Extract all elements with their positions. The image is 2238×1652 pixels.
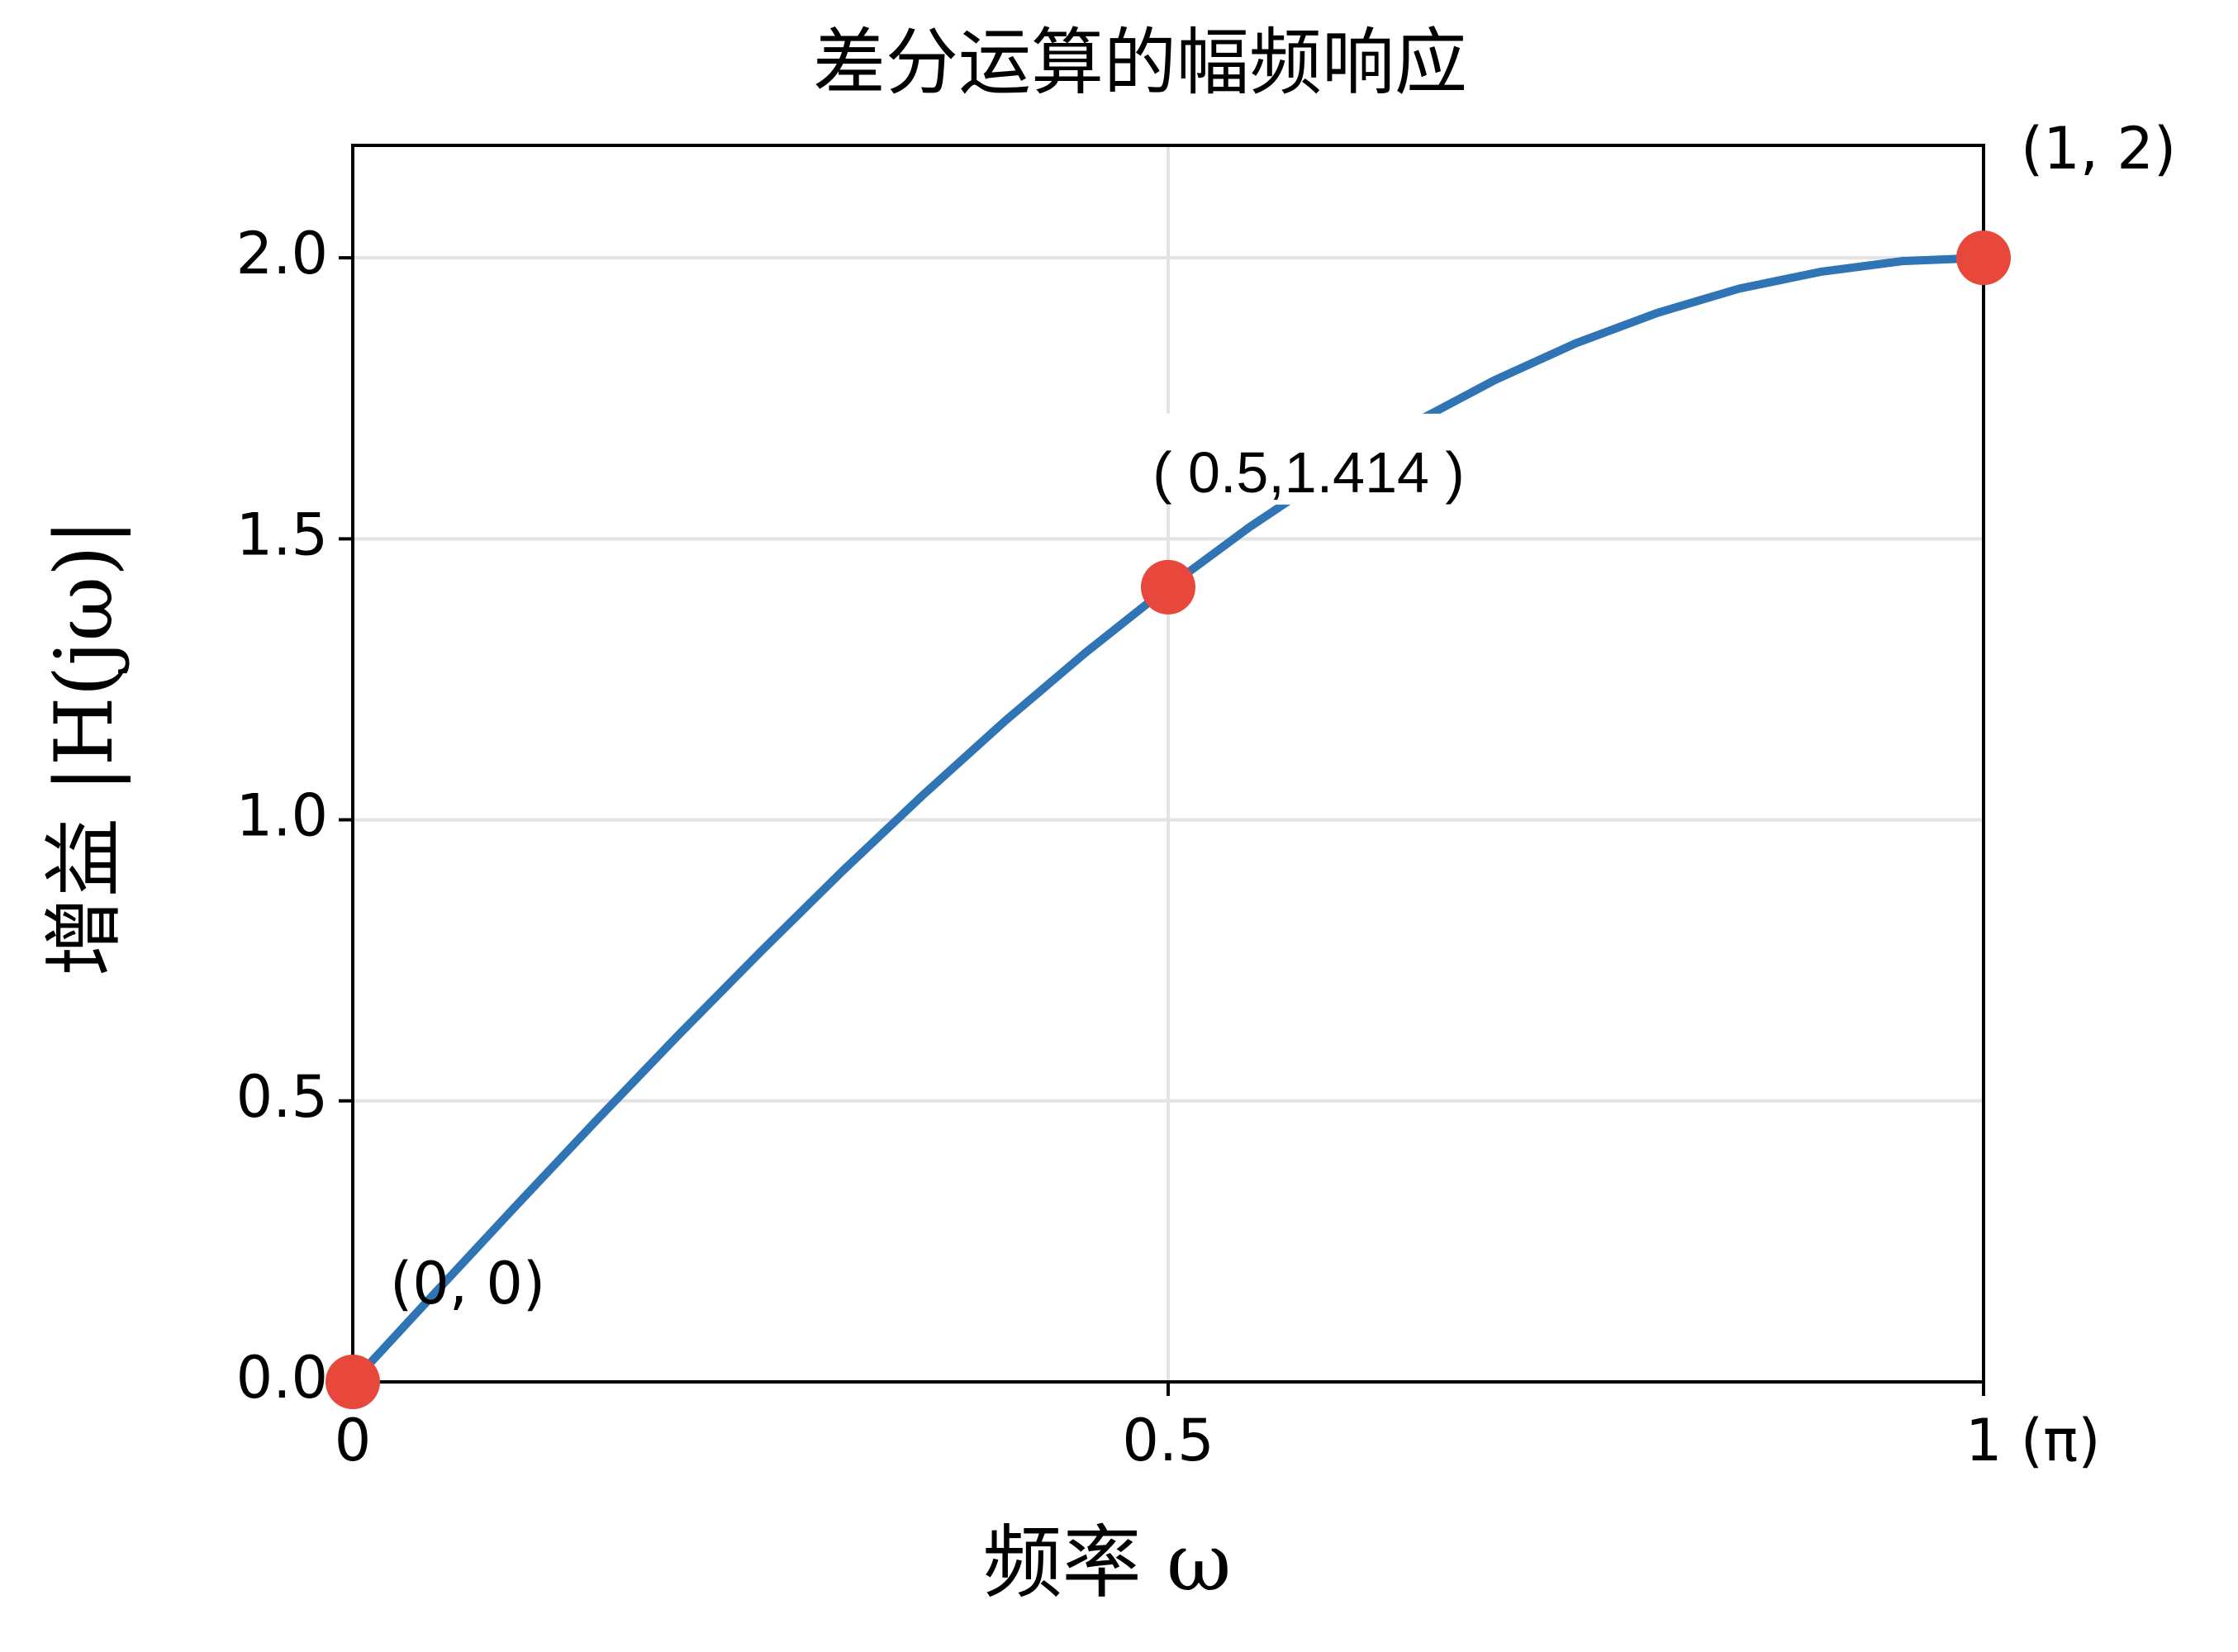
annotation: (0, 0) (390, 1250, 545, 1317)
x-tick-label: 0.5 (1122, 1407, 1214, 1474)
annotation-box (995, 413, 1623, 505)
x-tick-label: 1 (π) (1965, 1407, 2101, 1474)
y-tick-label: 0.5 (236, 1063, 328, 1131)
point (1141, 559, 1195, 615)
chart-title: 差分运算的幅频响应 (813, 20, 1467, 105)
point (325, 1355, 380, 1409)
plot-frame (351, 144, 1985, 1384)
y-axis-label: 增益 |H(jω)| (38, 519, 131, 976)
y-tick-label: 1.0 (236, 782, 328, 850)
annotation: (1, 2) (2021, 115, 2176, 183)
x-axis-label: 频率 ω (983, 1517, 1232, 1609)
y-tick-label: 2.0 (236, 220, 328, 287)
y-tick-label: 0.0 (236, 1344, 328, 1412)
x-tick-label: 0 (335, 1407, 372, 1474)
point (1956, 230, 2011, 286)
y-tick-label: 1.5 (236, 501, 328, 568)
annotation: ( 0.5,1.414 ) (1152, 440, 1464, 505)
